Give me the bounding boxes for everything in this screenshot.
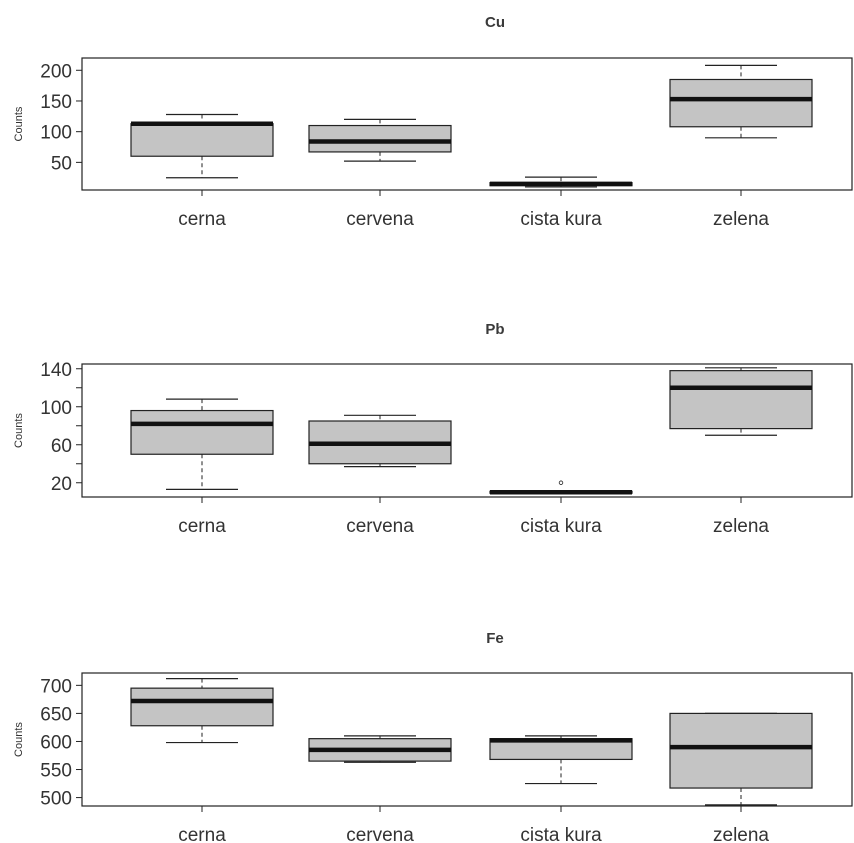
x-tick-label: cervena	[346, 825, 414, 843]
y-tick-label: 20	[51, 474, 72, 495]
box-cervena	[308, 735, 452, 763]
y-axis-label: Counts	[13, 413, 25, 448]
plot-frame	[81, 672, 853, 807]
panel-cu: Cu 50 100 150 200 Counts cerna cervena cista kur…	[13, 14, 853, 230]
x-tick-label: cervena	[346, 516, 414, 537]
iqr-box	[130, 409, 274, 455]
iqr-box	[669, 370, 813, 430]
y-tick-label: 50	[51, 153, 72, 174]
x-tick-label: cista kura	[520, 516, 602, 537]
x-tick-label: cervena	[346, 209, 414, 230]
y-tick-label: 100	[40, 398, 72, 419]
x-tick-label: zelena	[713, 516, 769, 537]
x-tick-label: cista kura	[520, 209, 602, 230]
iqr-box	[669, 78, 813, 128]
box-zelena	[669, 712, 813, 806]
x-tick-label: cerna	[178, 825, 226, 843]
box-cerna	[130, 113, 274, 179]
y-axis-label: Counts	[13, 106, 25, 141]
box-zelena	[669, 64, 813, 139]
box-cervena	[308, 118, 452, 162]
box-cervena	[308, 414, 452, 468]
x-tick-label: zelena	[713, 209, 769, 230]
box-zelena	[669, 367, 813, 436]
iqr-box	[130, 687, 274, 727]
panel-pb: Pb 20 60 100 140 Counts cerna cervena cista kura…	[13, 321, 853, 537]
iqr-box	[669, 712, 813, 789]
y-tick-label: 550	[40, 761, 72, 782]
y-tick-label: 60	[51, 436, 72, 457]
y-tick-label: 700	[40, 676, 72, 697]
box-cerna	[130, 678, 274, 744]
plot-frame	[81, 57, 853, 191]
box-cista-kura	[489, 490, 633, 495]
panel-title: Fe	[486, 630, 504, 647]
y-axis-label: Counts	[13, 722, 25, 757]
box-cerna	[130, 398, 274, 490]
plot-frame	[81, 363, 853, 498]
y-tick-label: 500	[40, 789, 72, 810]
x-tick-label: cerna	[178, 516, 226, 537]
y-tick-label: 650	[40, 704, 72, 725]
y-tick-label: 150	[40, 92, 72, 113]
y-tick-label: 140	[40, 360, 72, 381]
y-tick-label: 600	[40, 732, 72, 753]
outlier-point	[558, 480, 564, 485]
x-tick-label: cista kura	[520, 825, 602, 843]
box-cista-kura	[489, 176, 633, 188]
panel-title: Cu	[485, 14, 505, 31]
iqr-box	[308, 124, 452, 153]
box-cista-kura	[489, 735, 633, 785]
iqr-box	[130, 123, 274, 157]
x-tick-label: zelena	[713, 825, 769, 843]
x-tick-label: cerna	[178, 209, 226, 230]
y-tick-label: 100	[40, 123, 72, 144]
panel-fe: Fe 500 550 600 650 700 Counts cerna cervena cista…	[13, 630, 853, 843]
y-tick-label: 200	[40, 61, 72, 82]
panel-title: Pb	[485, 321, 504, 338]
